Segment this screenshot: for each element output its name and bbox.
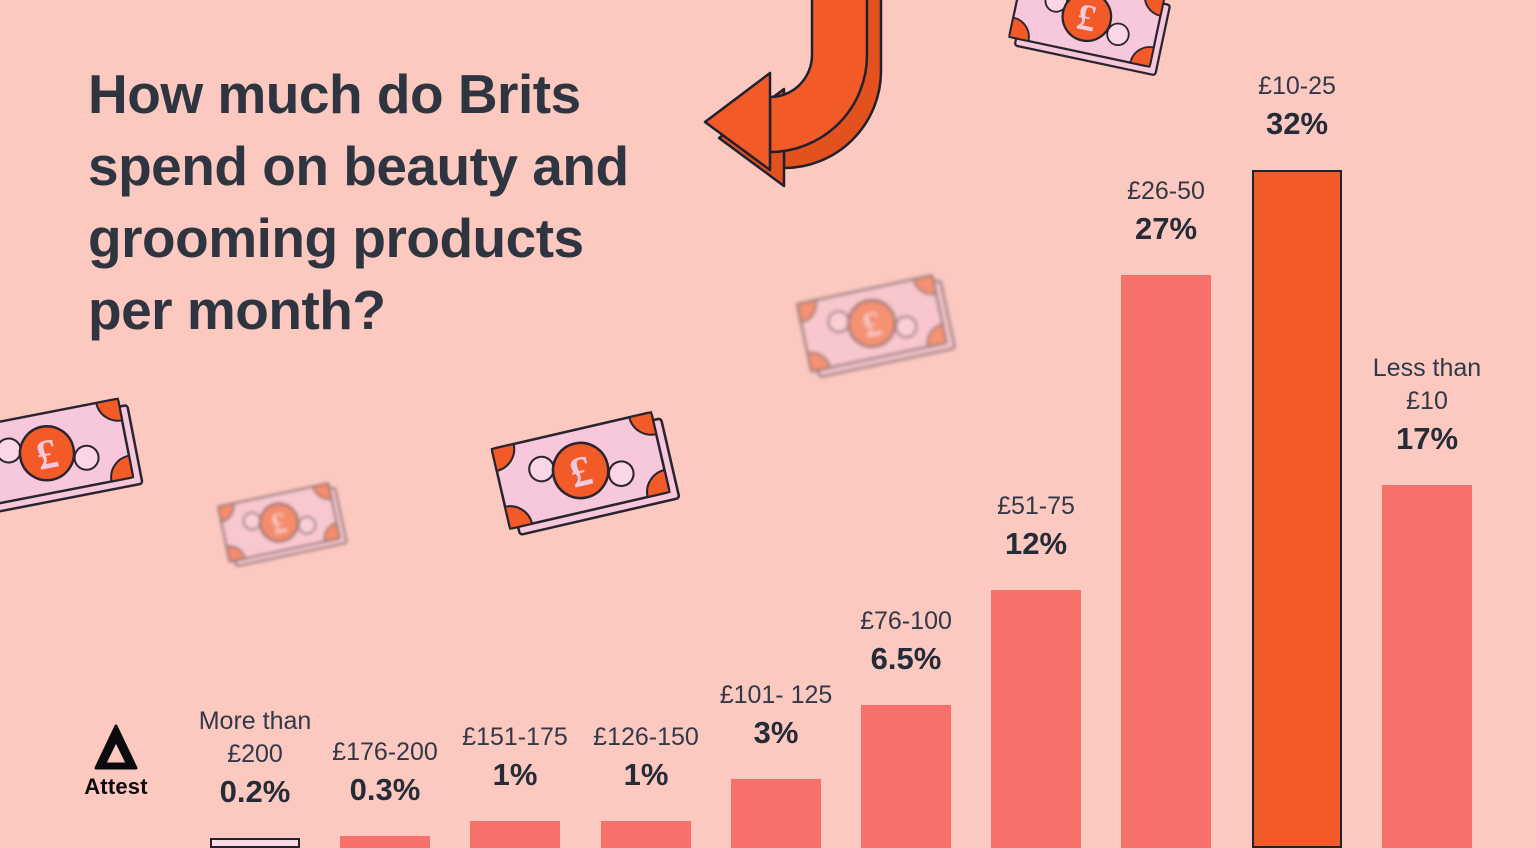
bar: [991, 590, 1081, 848]
page-title-line: per month?: [88, 279, 386, 342]
bar-value: 32%: [1265, 106, 1329, 142]
bar-value: 0.2%: [219, 774, 291, 810]
bar: [1382, 485, 1472, 848]
bar: [861, 705, 951, 848]
bar-value: 12%: [1004, 526, 1068, 562]
pound-note-icon: £: [795, 271, 961, 384]
attest-triangle-icon: [94, 724, 138, 770]
bar-category: £10-25: [1258, 71, 1336, 100]
bar: [210, 838, 300, 848]
bar-label: £10-25 32%: [1182, 70, 1412, 144]
bar-category: £176-200: [332, 737, 438, 766]
bar-value: 3%: [753, 715, 799, 751]
curved-arrow-icon: [680, 0, 940, 210]
page-title-line: How much do Brits: [88, 63, 581, 125]
bar-category: £126-150: [593, 722, 699, 751]
bar-category: £76-100: [860, 606, 952, 635]
page-title: How much do Brits spend on beauty and gr…: [88, 58, 768, 346]
bar: [340, 836, 430, 848]
bar-value: 1%: [492, 757, 538, 793]
bar: [1121, 275, 1211, 848]
pound-note-icon: £: [0, 394, 150, 522]
page-title-line: spend on beauty and: [88, 135, 629, 198]
bar: [731, 779, 821, 848]
bar-category: £101- 125: [719, 680, 833, 709]
bar-category: More than: [198, 707, 312, 736]
bar: [601, 821, 691, 848]
bar-label: £26-50 27%: [1051, 175, 1281, 249]
pound-note-icon: £: [216, 480, 351, 572]
bar-category: £26-50: [1127, 176, 1205, 205]
bar-label: Less than £10 17%: [1312, 352, 1536, 459]
bar: [1252, 170, 1342, 848]
bar-value: 17%: [1395, 421, 1459, 457]
bar: [470, 821, 560, 848]
bar-label: £101- 125 3%: [661, 679, 891, 753]
bar-label: £176-200 0.3%: [270, 736, 500, 810]
bar-category: £10: [1406, 386, 1448, 415]
attest-logo-text: Attest: [84, 774, 148, 799]
pound-note-icon: £: [1005, 0, 1177, 82]
bar-category: £51-75: [997, 491, 1075, 520]
bar-label: £51-75 12%: [921, 490, 1151, 564]
attest-logo: Attest: [81, 724, 151, 800]
svg-text:£: £: [269, 507, 290, 541]
page-title-line: grooming products: [88, 207, 584, 270]
bar-category: £151-175: [462, 722, 568, 751]
pound-note-icon: £: [489, 407, 686, 543]
bar-value: 6.5%: [870, 641, 942, 677]
bar-value: 0.3%: [349, 772, 421, 808]
bar-value: 1%: [623, 757, 669, 793]
bar-label: £76-100 6.5%: [791, 605, 1021, 679]
bar-value: 27%: [1134, 211, 1198, 247]
bar-category: Less than: [1372, 354, 1482, 383]
bar-label: More than £200 0.2%: [140, 705, 370, 812]
bar-label: £151-175 1%: [400, 721, 630, 795]
bar-category: £200: [227, 739, 283, 768]
bar-label: £126-150 1%: [531, 721, 761, 795]
